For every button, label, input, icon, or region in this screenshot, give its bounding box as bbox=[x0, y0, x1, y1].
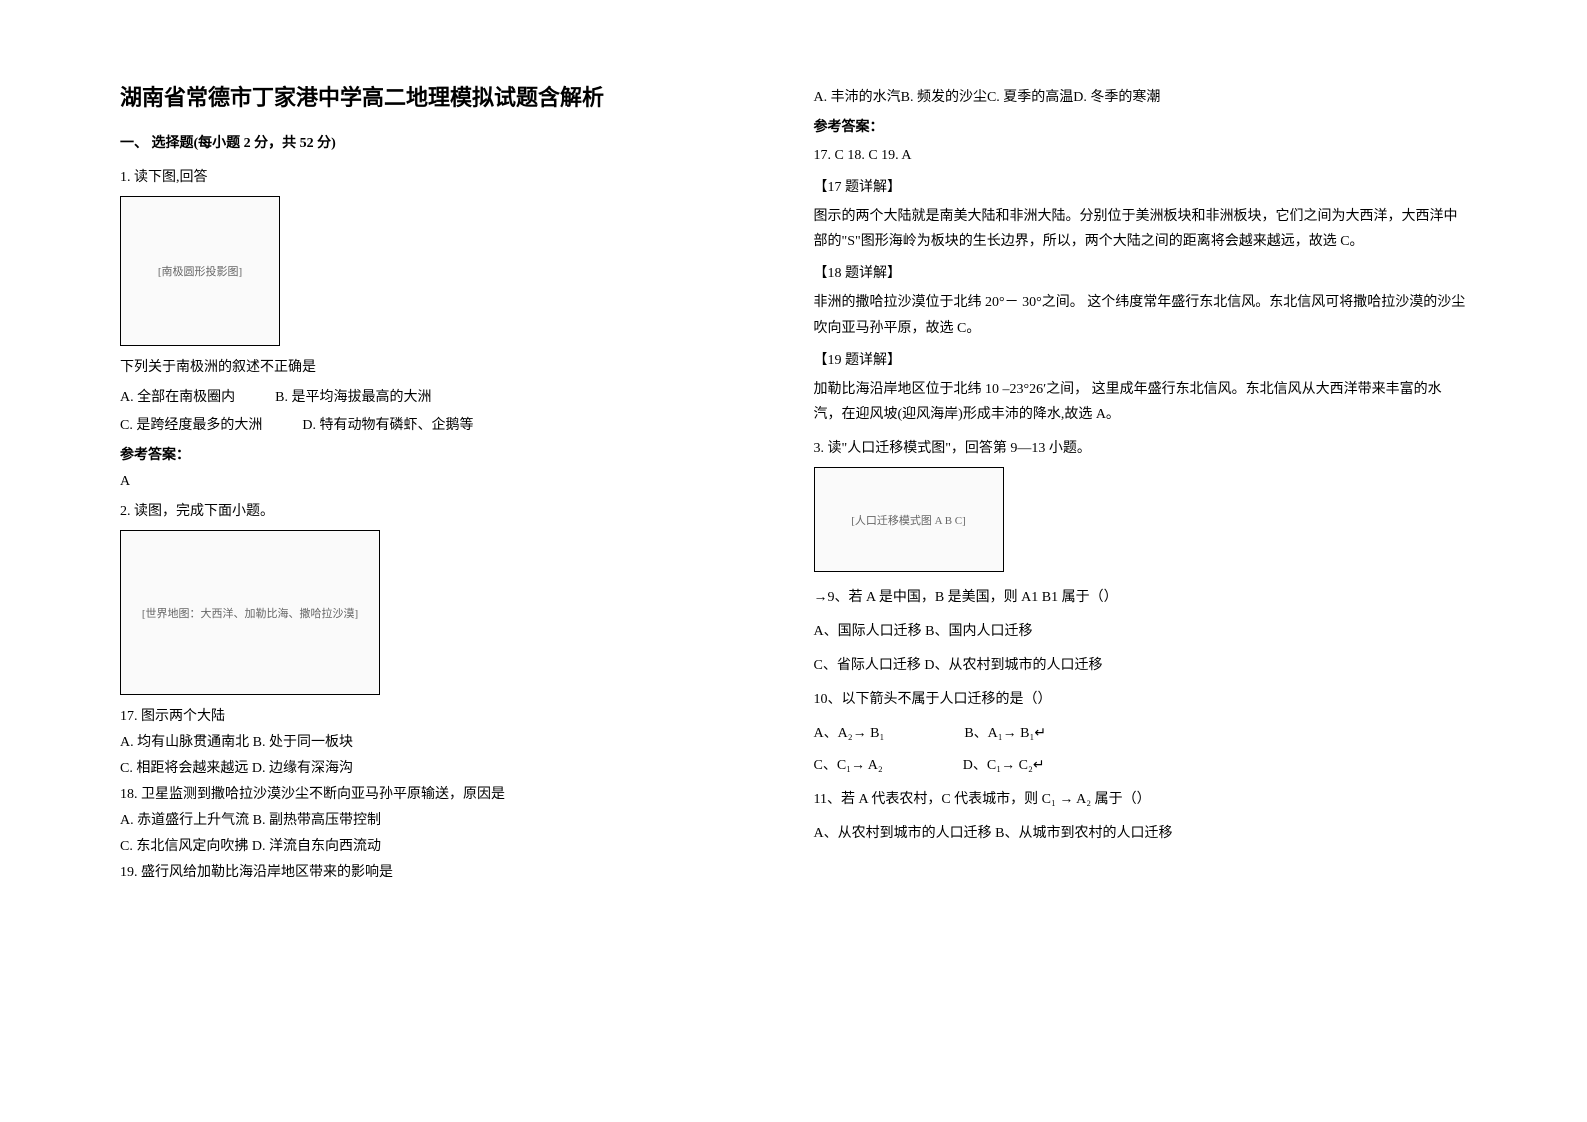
q9-opts-ab: A、国际人口迁移 B、国内人口迁移 bbox=[814, 620, 1468, 640]
q19-opts: A. 丰沛的水汽B. 频发的沙尘C. 夏季的高温D. 冬季的寒潮 bbox=[814, 86, 1468, 106]
q17: 17. 图示两个大陆 bbox=[120, 705, 774, 725]
antarctica-image: [南极圆形投影图] bbox=[120, 196, 280, 346]
q3: 3. 读"人口迁移模式图"，回答第 9—13 小题。 bbox=[814, 437, 1468, 457]
q2-answers: 17. C 18. C 19. A bbox=[814, 148, 1468, 164]
q19: 19. 盛行风给加勒比海沿岸地区带来的影响是 bbox=[120, 861, 774, 881]
q9-opts-cd: C、省际人口迁移 D、从农村到城市的人口迁移 bbox=[814, 654, 1468, 674]
q18-opts-cd: C. 东北信风定向吹拂 D. 洋流自东向西流动 bbox=[120, 835, 774, 855]
q18-opts-ab: A. 赤道盛行上升气流 B. 副热带高压带控制 bbox=[120, 809, 774, 829]
q11: 11、若 A 代表农村，C 代表城市，则 C₁ → A₂ 属于（） bbox=[814, 788, 1468, 808]
q10-opt-d: D、C₁→ C₂↵ bbox=[963, 754, 1045, 774]
q2-num: 2. 读图，完成下面小题。 bbox=[120, 500, 774, 520]
d17-text: 图示的两个大陆就是南美大陆和非洲大陆。分别位于美洲板块和非洲板块，它们之间为大西… bbox=[814, 204, 1468, 254]
q10-opt-b: B、A₁→ B₁↵ bbox=[964, 722, 1046, 742]
q10-row2: C、C₁→ A₂ D、C₁→ C₂↵ bbox=[814, 754, 1468, 774]
q11-opts: A、从农村到城市的人口迁移 B、从城市到农村的人口迁移 bbox=[814, 822, 1468, 842]
q9: →9、若 A 是中国，B 是美国，则 A1 B1 属于（） bbox=[814, 586, 1468, 606]
q18: 18. 卫星监测到撒哈拉沙漠沙尘不断向亚马孙平原输送，原因是 bbox=[120, 783, 774, 803]
d17-header: 【17 题详解】 bbox=[814, 176, 1468, 196]
migration-image: [人口迁移模式图 A B C] bbox=[814, 467, 1004, 572]
q17-opts-ab: A. 均有山脉贯通南北 B. 处于同一板块 bbox=[120, 731, 774, 751]
q10-row1: A、A₂→ B₁ B、A₁→ B₁↵ bbox=[814, 722, 1468, 742]
q2-answer-label: 参考答案： bbox=[814, 116, 1468, 136]
d19-text: 加勒比海沿岸地区位于北纬 10 –23°26′之间， 这里成年盛行东北信风。东北… bbox=[814, 377, 1468, 427]
q1-opt-b: B. 是平均海拔最高的大洲 bbox=[275, 386, 431, 406]
q1-opt-c: C. 是跨经度最多的大洲 bbox=[120, 414, 262, 434]
page-title: 湖南省常德市丁家港中学高二地理模拟试题含解析 bbox=[120, 80, 774, 112]
q10-opt-c: C、C₁→ A₂ bbox=[814, 754, 883, 774]
q1-answer: A bbox=[120, 474, 774, 490]
q10: 10、以下箭头不属于人口迁移的是（） bbox=[814, 688, 1468, 708]
right-column: A. 丰沛的水汽B. 频发的沙尘C. 夏季的高温D. 冬季的寒潮 参考答案： 1… bbox=[794, 80, 1488, 1082]
d18-header: 【18 题详解】 bbox=[814, 262, 1468, 282]
q1-opt-d: D. 特有动物有磷虾、企鹅等 bbox=[302, 414, 473, 434]
d19-header: 【19 题详解】 bbox=[814, 349, 1468, 369]
q1-prompt: 下列关于南极洲的叙述不正确是 bbox=[120, 356, 774, 376]
q1-num: 1. 读下图,回答 bbox=[120, 166, 774, 186]
section-header: 一、 选择题(每小题 2 分，共 52 分) bbox=[120, 132, 774, 152]
q1-options-row2: C. 是跨经度最多的大洲 D. 特有动物有磷虾、企鹅等 bbox=[120, 414, 774, 434]
q1-answer-label: 参考答案： bbox=[120, 444, 774, 464]
q10-opt-a: A、A₂→ B₁ bbox=[814, 722, 885, 742]
q17-opts-cd: C. 相距将会越来越远 D. 边缘有深海沟 bbox=[120, 757, 774, 777]
q1-opt-a: A. 全部在南极圈内 bbox=[120, 386, 235, 406]
q1-options-row1: A. 全部在南极圈内 B. 是平均海拔最高的大洲 bbox=[120, 386, 774, 406]
world-map-image: [世界地图：大西洋、加勒比海、撒哈拉沙漠] bbox=[120, 530, 380, 695]
left-column: 湖南省常德市丁家港中学高二地理模拟试题含解析 一、 选择题(每小题 2 分，共 … bbox=[100, 80, 794, 1082]
d18-text: 非洲的撒哈拉沙漠位于北纬 20°－ 30°之间。 这个纬度常年盛行东北信风。东北… bbox=[814, 290, 1468, 340]
